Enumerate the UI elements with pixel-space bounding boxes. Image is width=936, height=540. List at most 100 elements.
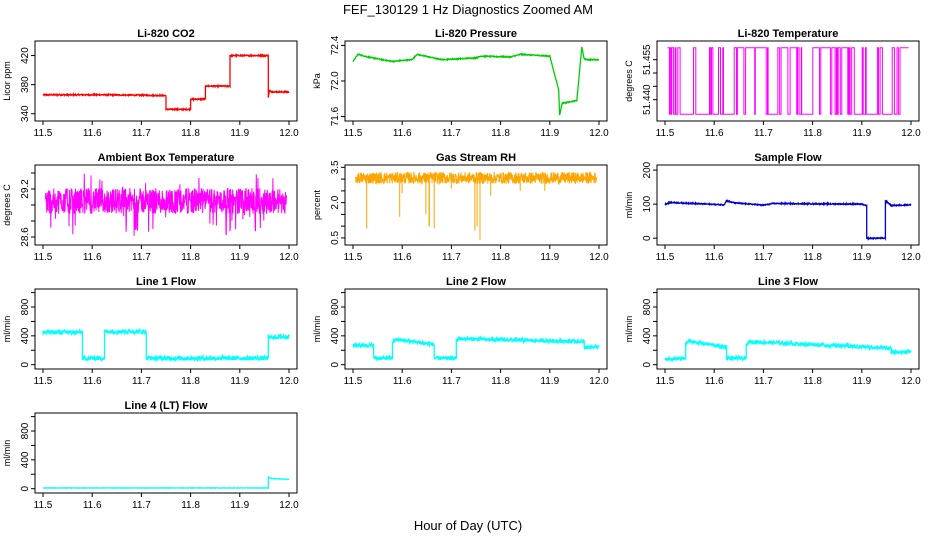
y-tick-label: 28.6	[20, 227, 31, 247]
x-tick-label: 12.0	[901, 252, 921, 263]
x-tick-label: 11.9	[852, 376, 871, 387]
y-tick-label: 100	[642, 195, 653, 212]
x-tick-label: 11.9	[852, 128, 871, 139]
y-axis-label: ml/min	[312, 316, 322, 343]
y-tick-label: 0	[642, 235, 653, 241]
panel-title: Li-820 Pressure	[435, 28, 517, 40]
y-tick-label: 0	[20, 361, 31, 367]
y-tick-label: 72.4	[330, 35, 341, 55]
panel-title: Line 3 Flow	[758, 276, 818, 288]
panel-2: Li-820 Pressure kPa 11.5 11.6 11.7 11.8 11.9 12…	[312, 28, 609, 139]
x-tick-label: 11.7	[132, 252, 151, 263]
x-tick-label: 11.8	[181, 128, 200, 139]
y-tick-label: 0	[642, 361, 653, 367]
y-tick-label: 420	[20, 47, 31, 64]
panel-title: Li-820 CO2	[137, 28, 194, 40]
x-tick-label: 11.6	[83, 128, 102, 139]
series-line	[352, 46, 600, 116]
x-tick-label: 11.6	[393, 376, 412, 387]
x-tick-label: 11.5	[344, 128, 363, 139]
figure-x-label: Hour of Day (UTC)	[414, 518, 522, 533]
y-axis-label: ml/min	[624, 192, 634, 219]
y-tick-label: 0.5	[330, 231, 341, 245]
series-line	[42, 52, 290, 112]
x-tick-label: 11.8	[491, 376, 510, 387]
y-tick-label: 0	[330, 361, 341, 367]
x-tick-label: 11.8	[181, 500, 200, 511]
x-tick-label: 11.8	[181, 376, 200, 387]
panel-title: Ambient Box Temperature	[98, 152, 235, 164]
panel-5: Gas Stream RH percent 11.5 11.6 11.7 11.8 11.9…	[312, 152, 609, 263]
panel-title: Gas Stream RH	[436, 152, 516, 164]
y-tick-label: 200	[642, 161, 653, 178]
panel-title: Line 2 Flow	[446, 276, 506, 288]
y-axis-label: kPa	[312, 73, 322, 89]
panel-9: Line 3 Flow ml/min 11.5 11.6 11.7 11.8 11.9 12.…	[624, 276, 921, 387]
x-tick-label: 11.6	[705, 128, 724, 139]
x-tick-label: 11.9	[540, 128, 559, 139]
series-line	[355, 170, 597, 241]
x-tick-label: 12.0	[901, 376, 921, 387]
y-tick-label: 380	[20, 76, 31, 93]
x-tick-label: 11.9	[852, 252, 871, 263]
y-tick-label: 3.5	[330, 160, 341, 174]
x-tick-label: 11.5	[34, 252, 53, 263]
panel-title: Sample Flow	[754, 152, 822, 164]
x-tick-label: 12.0	[279, 500, 299, 511]
x-tick-label: 12.0	[589, 128, 609, 139]
y-tick-label: 400	[330, 327, 341, 344]
plot-frame	[34, 288, 298, 370]
x-tick-label: 11.6	[83, 252, 102, 263]
x-tick-label: 11.6	[705, 376, 724, 387]
series-line	[667, 47, 909, 115]
y-tick-label: 400	[642, 327, 653, 344]
x-tick-label: 11.9	[230, 128, 249, 139]
y-tick-label: 51.440	[642, 84, 653, 115]
x-tick-label: 11.9	[230, 500, 249, 511]
plot-frame	[34, 40, 298, 122]
x-tick-label: 12.0	[901, 128, 921, 139]
x-tick-label: 12.0	[589, 252, 609, 263]
x-tick-label: 11.5	[656, 128, 675, 139]
y-axis-label: percent	[312, 189, 322, 220]
panel-6: Sample Flow ml/min 11.5 11.6 11.7 11.8 11.9 12.…	[624, 152, 921, 263]
panel-1: Li-820 CO2 Licor ppm 11.5 11.6 11.7 11.8 11.9 1…	[2, 28, 299, 139]
series-line	[664, 338, 912, 364]
x-tick-label: 12.0	[279, 128, 299, 139]
y-tick-label: 800	[330, 298, 341, 315]
plot-frame	[656, 164, 920, 246]
y-tick-label: 72.0	[330, 71, 341, 91]
series-line	[664, 199, 912, 242]
panel-7: Line 1 Flow ml/min 11.5 11.6 11.7 11.8 11.9 12.…	[2, 276, 299, 387]
y-axis-label: ml/min	[2, 440, 12, 467]
y-axis-label: degrees C	[2, 184, 12, 226]
y-tick-label: 400	[20, 451, 31, 468]
x-tick-label: 11.8	[803, 252, 822, 263]
x-tick-label: 11.9	[540, 252, 559, 263]
x-tick-label: 12.0	[279, 376, 299, 387]
y-tick-label: 800	[20, 298, 31, 315]
x-tick-label: 11.5	[34, 500, 53, 511]
y-tick-label: 800	[20, 422, 31, 439]
x-tick-label: 11.7	[132, 128, 151, 139]
y-tick-label: 400	[20, 327, 31, 344]
y-tick-label: 0	[20, 485, 31, 491]
x-tick-label: 11.7	[754, 376, 773, 387]
y-tick-label: 800	[642, 298, 653, 315]
x-tick-label: 11.8	[181, 252, 200, 263]
series-line	[352, 335, 600, 362]
series-line	[45, 173, 287, 236]
x-tick-label: 11.9	[230, 376, 249, 387]
figure-title: FEF_130129 1 Hz Diagnostics Zoomed AM	[343, 2, 593, 17]
x-tick-label: 11.6	[393, 252, 412, 263]
panel-title: Line 4 (LT) Flow	[125, 400, 208, 412]
panel-3: Li-820 Temperature degrees C 11.5 11.6 11.7 1…	[624, 28, 921, 139]
series-line	[43, 476, 290, 490]
y-tick-label: 71.6	[330, 106, 341, 126]
x-tick-label: 11.8	[491, 252, 510, 263]
x-tick-label: 11.7	[754, 252, 773, 263]
y-axis-label: ml/min	[2, 316, 12, 343]
x-tick-label: 11.8	[803, 376, 822, 387]
x-tick-label: 11.5	[656, 252, 675, 263]
x-tick-label: 11.5	[656, 376, 675, 387]
